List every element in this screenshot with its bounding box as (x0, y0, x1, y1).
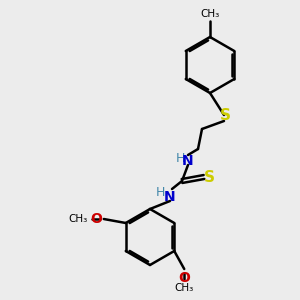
Text: N: N (182, 154, 194, 168)
Text: O: O (90, 212, 102, 226)
Text: O: O (178, 271, 190, 285)
Text: H: H (155, 187, 165, 200)
Text: CH₃: CH₃ (200, 9, 220, 19)
Text: S: S (203, 169, 214, 184)
Text: N: N (164, 190, 176, 204)
Text: CH₃: CH₃ (68, 214, 88, 224)
Text: H: H (175, 152, 185, 164)
Text: S: S (220, 107, 230, 122)
Text: CH₃: CH₃ (175, 283, 194, 293)
